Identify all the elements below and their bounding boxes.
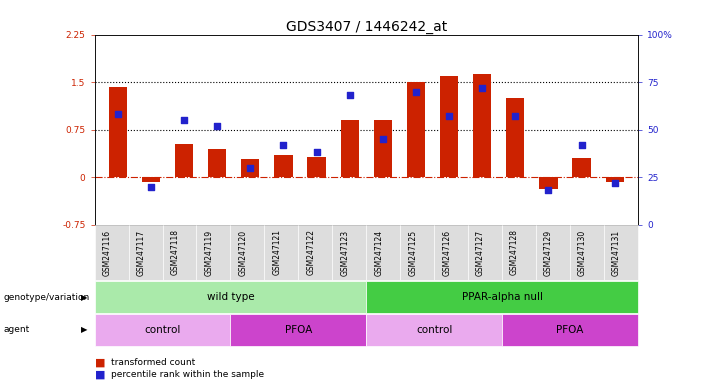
Text: ■: ■ xyxy=(95,358,105,368)
Point xyxy=(112,111,123,118)
Point xyxy=(245,165,256,171)
Text: ▶: ▶ xyxy=(81,293,88,302)
Text: ▶: ▶ xyxy=(81,325,88,334)
Text: GSM247128: GSM247128 xyxy=(510,230,519,275)
Text: GSM247129: GSM247129 xyxy=(544,229,553,276)
Bar xyxy=(407,82,425,177)
Text: GSM247125: GSM247125 xyxy=(408,229,417,276)
Text: GSM247131: GSM247131 xyxy=(612,229,621,276)
Text: agent: agent xyxy=(4,325,29,334)
Bar xyxy=(274,155,292,177)
Point xyxy=(510,113,521,119)
Text: GSM247122: GSM247122 xyxy=(306,230,315,275)
Bar xyxy=(506,98,524,177)
Bar xyxy=(374,120,392,177)
Point xyxy=(609,180,620,186)
Text: GSM247117: GSM247117 xyxy=(137,229,146,276)
Text: ■: ■ xyxy=(95,369,105,379)
Title: GDS3407 / 1446242_at: GDS3407 / 1446242_at xyxy=(285,20,447,33)
Point xyxy=(377,136,388,142)
Text: percentile rank within the sample: percentile rank within the sample xyxy=(111,370,264,379)
Point xyxy=(543,187,554,194)
Bar xyxy=(308,157,326,177)
Text: GSM247124: GSM247124 xyxy=(374,229,383,276)
Text: control: control xyxy=(144,325,181,335)
Point xyxy=(179,117,190,123)
Bar xyxy=(241,159,259,177)
Text: GSM247119: GSM247119 xyxy=(205,229,214,276)
Bar xyxy=(109,87,127,177)
Bar xyxy=(341,120,359,177)
Text: GSM247120: GSM247120 xyxy=(238,229,247,276)
Text: GSM247123: GSM247123 xyxy=(340,229,349,276)
Text: GSM247121: GSM247121 xyxy=(273,230,281,275)
Point xyxy=(444,113,455,119)
Bar xyxy=(208,149,226,177)
Text: PFOA: PFOA xyxy=(557,325,584,335)
Text: GSM247116: GSM247116 xyxy=(102,229,111,276)
Bar xyxy=(175,144,193,177)
Text: transformed count: transformed count xyxy=(111,358,195,367)
Bar xyxy=(440,76,458,177)
Text: PPAR-alpha null: PPAR-alpha null xyxy=(461,292,543,302)
Point xyxy=(311,149,322,156)
Bar xyxy=(473,74,491,177)
Text: GSM247118: GSM247118 xyxy=(170,230,179,275)
Text: GSM247126: GSM247126 xyxy=(442,229,451,276)
Text: wild type: wild type xyxy=(207,292,254,302)
Bar xyxy=(142,177,160,182)
Point xyxy=(410,89,421,95)
Bar xyxy=(606,177,624,182)
Bar xyxy=(573,158,591,177)
Text: PFOA: PFOA xyxy=(285,325,312,335)
Point xyxy=(477,85,488,91)
Point xyxy=(344,92,355,98)
Bar xyxy=(539,177,557,189)
Text: genotype/variation: genotype/variation xyxy=(4,293,90,302)
Point xyxy=(278,142,289,148)
Text: GSM247130: GSM247130 xyxy=(578,229,587,276)
Text: GSM247127: GSM247127 xyxy=(476,229,485,276)
Text: control: control xyxy=(416,325,452,335)
Point xyxy=(576,142,587,148)
Point xyxy=(145,184,156,190)
Point xyxy=(212,123,223,129)
